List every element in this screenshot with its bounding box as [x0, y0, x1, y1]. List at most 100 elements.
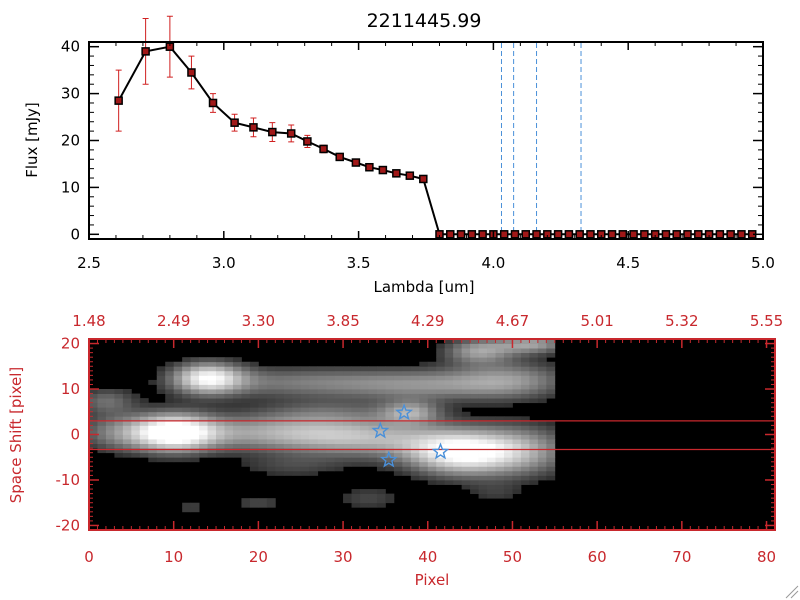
heat-cell	[266, 452, 276, 458]
heat-cell	[360, 502, 369, 508]
heat-cell	[190, 439, 200, 444]
heat-cell	[410, 439, 420, 444]
heat-cell	[300, 443, 310, 449]
data-point-31	[575, 230, 584, 239]
heat-cell	[487, 489, 496, 495]
heat-cell	[419, 384, 429, 390]
heat-cell	[173, 425, 183, 431]
heat-cell	[266, 370, 276, 376]
heat-cell	[199, 420, 208, 426]
heat-cell	[487, 361, 496, 367]
heat-cell	[292, 470, 302, 476]
resize-grip-icon[interactable]	[785, 585, 799, 599]
heat-cell	[165, 379, 175, 385]
heat-cell	[351, 461, 361, 467]
data-point-37	[640, 230, 649, 239]
heat-cell	[368, 411, 378, 417]
heat-cell	[453, 339, 463, 344]
heat-cell	[385, 398, 395, 404]
heat-cell	[351, 448, 361, 454]
heat-cell	[495, 370, 505, 376]
heat-cell	[503, 493, 513, 499]
heat-cell	[258, 370, 268, 376]
heat-cell	[470, 475, 479, 481]
heat-cell	[512, 375, 522, 381]
heat-cell	[258, 420, 268, 426]
heat-cell	[343, 493, 352, 499]
heat-cell	[182, 420, 192, 426]
heat-cell	[89, 402, 98, 408]
heat-cell	[470, 384, 479, 390]
heat-cell	[520, 357, 530, 363]
heat-cell	[478, 357, 488, 363]
heat-cell	[249, 416, 259, 422]
heat-cell	[444, 434, 454, 440]
heat-cell	[419, 466, 429, 472]
chart-title: 2211445.99	[367, 10, 482, 32]
heat-cell	[334, 389, 344, 394]
heat-cell	[546, 448, 556, 454]
heat-cell	[503, 343, 513, 349]
heat-cell	[393, 470, 403, 476]
heat-cell	[114, 407, 124, 413]
heat-cell	[360, 375, 369, 381]
heat-cell	[470, 339, 479, 344]
heat-cell	[393, 379, 403, 385]
heat-cell	[495, 357, 505, 363]
heat-cell	[368, 461, 378, 467]
heat-cell	[385, 389, 395, 394]
heat-cell	[173, 402, 183, 408]
heat-cell	[393, 375, 403, 381]
heat-cell	[173, 452, 183, 458]
data-point-16	[405, 171, 415, 180]
heat-cell	[461, 416, 471, 422]
heat-cell	[444, 343, 454, 349]
heat-cell	[258, 402, 268, 408]
heat-cell	[368, 393, 378, 399]
heat-cell	[258, 411, 268, 417]
heat-cell	[360, 498, 369, 504]
data-point-10	[319, 144, 328, 154]
heat-cell	[537, 357, 547, 363]
heat-cell	[275, 470, 285, 476]
heat-cell	[207, 402, 217, 408]
heat-cell	[343, 407, 352, 413]
heat-cell	[266, 448, 276, 454]
heat-cell	[503, 379, 513, 385]
heat-cell	[393, 443, 403, 449]
heat-cell	[546, 366, 556, 372]
heat-cell	[317, 466, 327, 472]
heat-cell	[300, 375, 310, 381]
heat-cell	[495, 379, 505, 385]
heat-cell	[376, 375, 386, 381]
star-marker-icon	[431, 442, 450, 460]
heat-cell	[410, 375, 420, 381]
heat-cell	[148, 448, 158, 454]
heat-cell	[410, 443, 420, 449]
heat-cell	[309, 379, 319, 385]
heat-cell	[410, 425, 420, 431]
heat-cell	[453, 352, 463, 358]
heat-cell	[512, 439, 522, 444]
heat-cell	[283, 402, 293, 408]
heat-cell	[453, 407, 463, 413]
heat-cell	[520, 466, 530, 472]
heat-cell	[351, 489, 361, 495]
heat-cell	[529, 466, 539, 472]
heat-cell	[317, 457, 327, 463]
heat-cell	[275, 448, 285, 454]
heat-cell	[393, 389, 403, 394]
heat-cell	[368, 398, 378, 404]
heat-cell	[512, 470, 522, 476]
heat-cell	[300, 461, 310, 467]
spatial-map-chart: 0 1.48 10 2.49 20 3.30 30 3.85 40 4.29 50 4.67 60 5.0…	[7, 312, 783, 589]
heat-cell	[487, 416, 496, 422]
heat-cell	[444, 348, 454, 354]
heat-cell	[410, 407, 420, 413]
heat-cell	[334, 379, 344, 385]
heat-cell	[487, 370, 496, 376]
heat-cell	[275, 466, 285, 472]
heat-cell	[461, 443, 471, 449]
heat-cell	[283, 366, 293, 372]
heat-cell	[385, 425, 395, 431]
